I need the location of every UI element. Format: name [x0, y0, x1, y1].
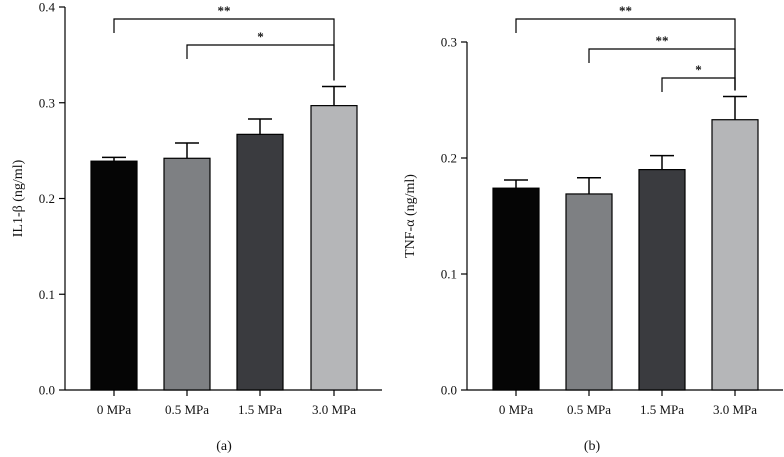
x-tick-label: 0 MPa: [499, 402, 534, 417]
significance-bracket: [186, 44, 335, 81]
significance-label: **: [656, 33, 669, 48]
x-tick-label: 1.5 MPa: [238, 402, 282, 417]
bar: [163, 157, 211, 391]
significance-label: **: [218, 3, 231, 18]
y-tick-label: 0.3: [441, 35, 457, 50]
significance-bracket: [661, 77, 736, 92]
bar: [711, 119, 759, 391]
x-tick-label: 3.0 MPa: [312, 402, 356, 417]
bar: [492, 187, 540, 391]
significance-bracket: [515, 18, 736, 91]
significance-bracket: [113, 18, 335, 81]
y-tick-label: 0.2: [441, 151, 457, 166]
bar: [638, 169, 686, 391]
bar: [565, 193, 613, 391]
y-tick-label: 0.0: [441, 383, 457, 398]
bar: [310, 105, 358, 391]
y-tick-label: 0.4: [39, 0, 56, 15]
x-tick-label: 0 MPa: [97, 402, 132, 417]
y-tick-label: 0.1: [441, 267, 457, 282]
panel-label: (b): [584, 439, 601, 454]
y-tick-label: 0.2: [39, 191, 55, 206]
significance-bracket: [588, 48, 736, 91]
significance-label: *: [695, 62, 702, 77]
panel-label: (a): [216, 439, 232, 454]
x-tick-label: 0.5 MPa: [567, 402, 611, 417]
significance-label: *: [257, 29, 264, 44]
bar: [90, 160, 138, 391]
y-tick-label: 0.3: [39, 95, 55, 110]
panel-b: 0.0 0.1 0.2 0.3 TNF-α (ng/ml) 0 MPa 0.5 MPa 1.5…: [403, 3, 783, 454]
y-tick-label: 0.1: [39, 287, 55, 302]
x-tick-label: 0.5 MPa: [165, 402, 209, 417]
x-tick-label: 1.5 MPa: [640, 402, 684, 417]
y-axis-title: IL1-β (ng/ml): [11, 159, 26, 237]
significance-label: **: [619, 3, 632, 18]
panel-a: 0.0 0.1 0.2 0.3 0.4 IL1-β (ng/ml) 0 MPa 0.5 MPa…: [11, 0, 382, 454]
y-axis-title: TNF-α (ng/ml): [403, 174, 418, 258]
x-tick-label: 3.0 MPa: [713, 402, 757, 417]
y-tick-label: 0.0: [39, 383, 55, 398]
bar: [236, 133, 284, 391]
